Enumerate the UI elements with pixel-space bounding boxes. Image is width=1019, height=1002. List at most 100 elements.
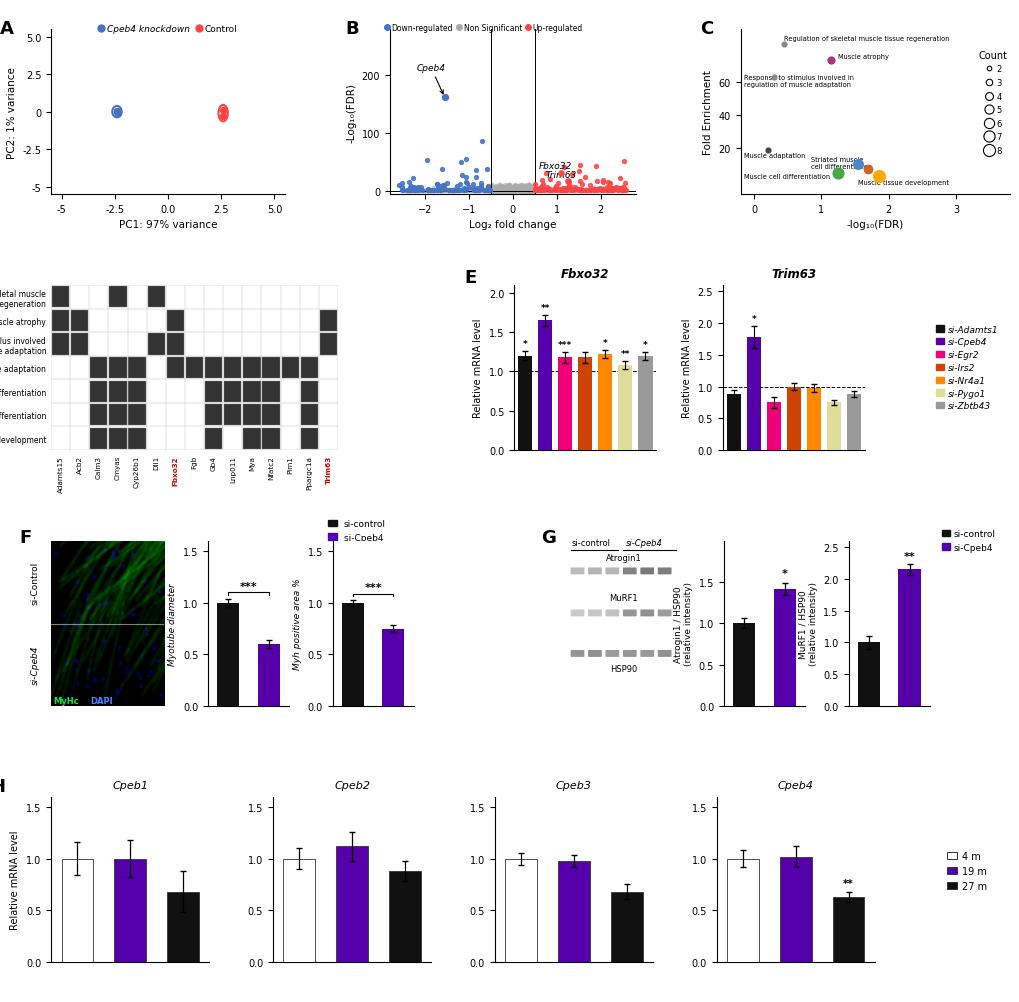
Point (501, 183, 518, 199)
Point (446, 183, 463, 199)
Point (529, 180, 545, 196)
Point (449, 183, 466, 199)
Point (502, 182, 519, 198)
Point (507, 184, 524, 200)
Point (489, 183, 505, 199)
Point (517, 183, 533, 199)
Point (519, 182, 535, 198)
Point (497, 182, 514, 198)
FancyBboxPatch shape (657, 650, 671, 657)
Point (488, 179, 504, 195)
Bar (90, 381, 107, 403)
Point (512, 184, 528, 200)
Point (492, 184, 508, 200)
Bar (52, 311, 69, 332)
Point (514, 180, 530, 196)
Point (511, 184, 527, 200)
Point (515, 183, 531, 199)
Point (516, 182, 532, 198)
Point (515, 183, 531, 199)
Point (507, 184, 524, 200)
Point (487, 183, 503, 199)
Point (398, 183, 415, 199)
Point (500, 183, 517, 199)
Point (508, 181, 525, 197)
Point (507, 179, 524, 195)
Point (497, 181, 514, 197)
Point (488, 184, 504, 200)
Point (515, 182, 531, 198)
Point (418, 183, 434, 199)
Point (492, 181, 508, 197)
Point (502, 180, 519, 196)
Point (484, 182, 500, 198)
Point (594, 174, 610, 190)
Point (490, 183, 506, 199)
Point (578, 183, 594, 199)
Bar (167, 892, 199, 962)
Point (505, 181, 522, 197)
Point (612, 182, 629, 198)
Point (519, 183, 535, 199)
Point (491, 179, 507, 195)
Point (486, 182, 502, 198)
Point (504, 184, 521, 200)
Point (612, 182, 629, 198)
Point (497, 183, 514, 199)
Point (567, 182, 583, 198)
Point (510, 183, 526, 199)
Point (508, 184, 525, 200)
Point (501, 179, 518, 195)
Point (458, 174, 474, 190)
Point (496, 177, 513, 193)
Point (508, 178, 525, 194)
Point (466, 184, 482, 200)
Point (513, 182, 529, 198)
Point (503, 184, 520, 200)
Point (510, 183, 526, 199)
Point (495, 183, 512, 199)
Point (498, 179, 515, 195)
Point (490, 183, 506, 199)
Point (510, 183, 526, 199)
Point (521, 180, 537, 196)
Point (483, 182, 499, 198)
Point (520, 183, 536, 199)
Point (483, 182, 499, 198)
Text: Trim63: Trim63 (545, 171, 577, 180)
Point (577, 184, 593, 200)
Point (500, 182, 517, 198)
Point (615, 183, 632, 199)
Point (494, 182, 511, 198)
Point (501, 183, 518, 199)
Point (520, 184, 536, 200)
Point (520, 183, 536, 199)
Bar (224, 405, 242, 426)
Point (511, 183, 527, 199)
Point (475, 184, 491, 200)
Point (492, 180, 508, 196)
Point (477, 183, 493, 199)
Point (521, 183, 537, 199)
Point (494, 182, 511, 198)
Point (460, 183, 476, 199)
Point (503, 184, 520, 200)
Point (508, 182, 525, 198)
Point (497, 182, 514, 198)
Point (504, 181, 521, 197)
Point (501, 183, 518, 199)
Point (466, 182, 482, 198)
Point (524, 182, 540, 198)
Point (488, 183, 504, 199)
Point (503, 181, 520, 197)
Point (507, 183, 524, 199)
Point (493, 182, 510, 198)
Point (410, 183, 426, 199)
Point (521, 183, 537, 199)
Point (607, 183, 624, 199)
Point (524, 181, 540, 197)
Point (492, 182, 508, 198)
Point (508, 184, 525, 200)
Point (494, 183, 511, 199)
Point (510, 181, 526, 197)
